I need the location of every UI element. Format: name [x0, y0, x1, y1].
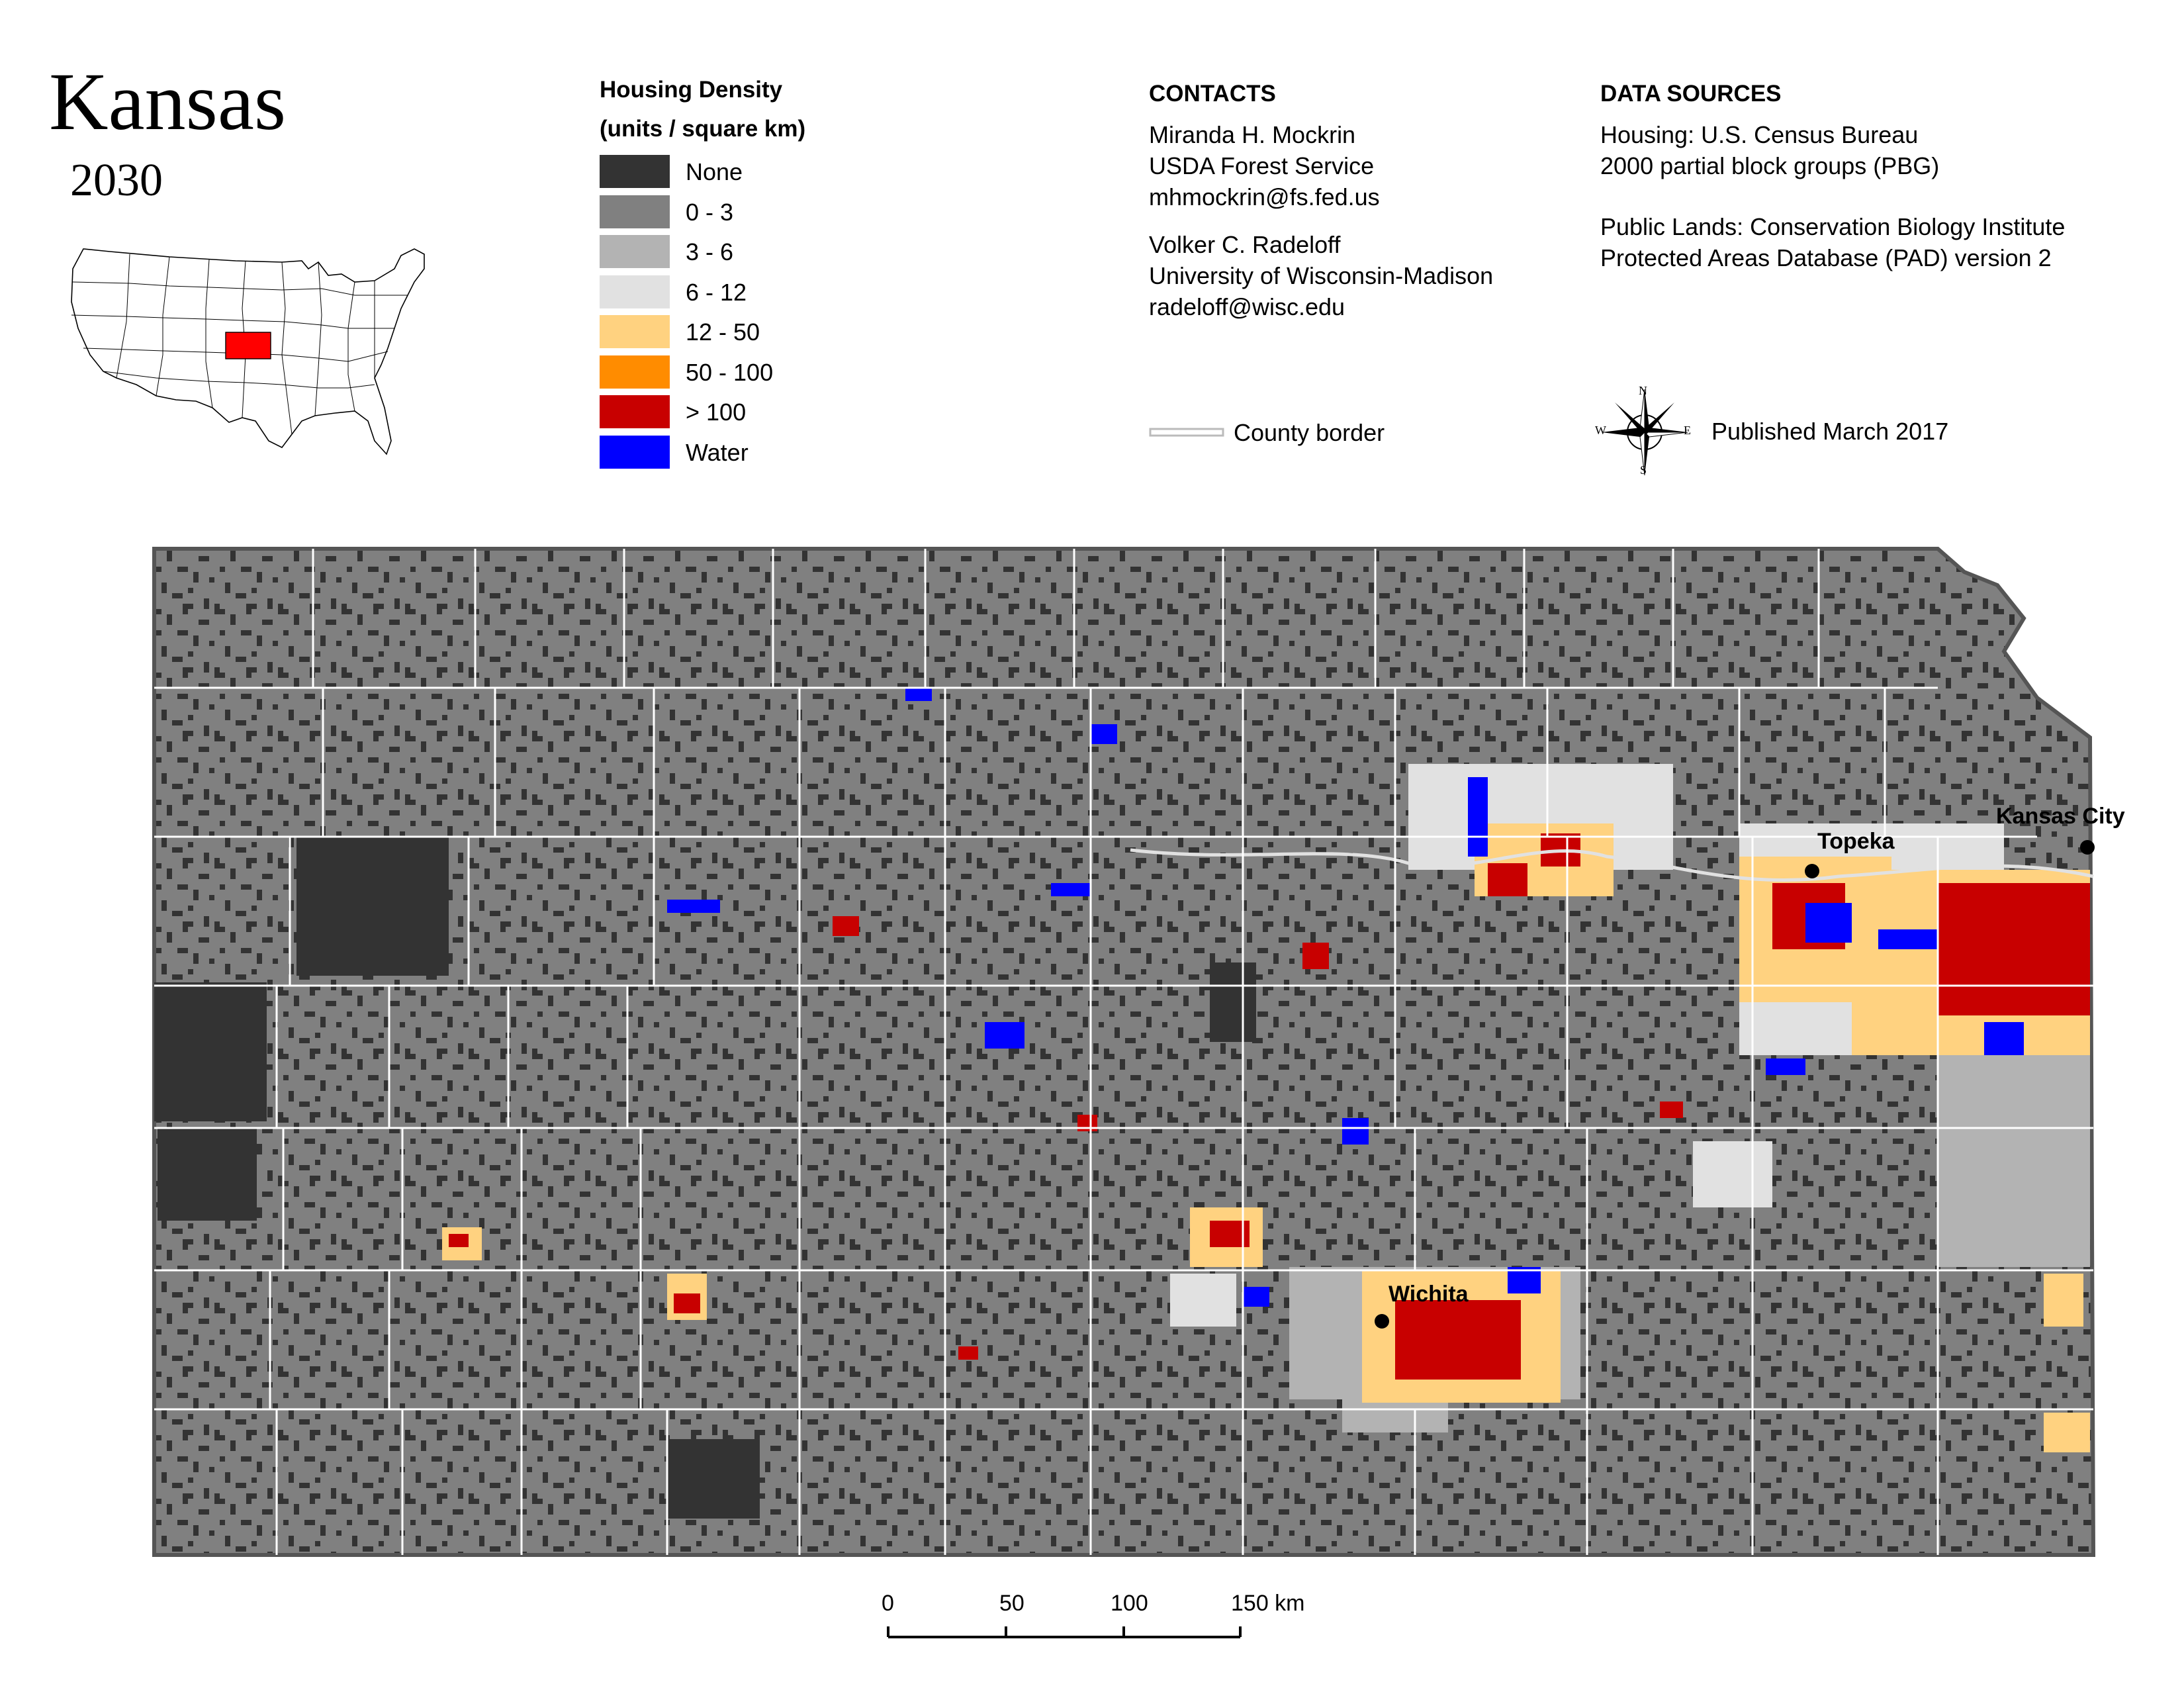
legend-swatch	[600, 275, 670, 308]
contacts-line: Volker C. Radeloff	[1149, 231, 1341, 258]
compass-e: E	[1684, 424, 1691, 437]
compass-n: N	[1639, 384, 1647, 397]
contacts-line: University of Wisconsin-Madison	[1149, 262, 1494, 289]
map-year: 2030	[70, 155, 163, 206]
scale-tick-100: 100	[1111, 1591, 1148, 1616]
compass-w: W	[1595, 424, 1606, 437]
map-title: Kansas	[49, 56, 287, 147]
legend-swatch	[600, 155, 670, 188]
urban-areas	[449, 833, 2090, 1380]
scale-tick-0: 0	[882, 1591, 894, 1616]
kansas-city-dot	[2080, 840, 2095, 855]
legend: Housing Density (units / square km) None…	[600, 78, 864, 499]
city-label-kansas-city: Kansas City	[1996, 804, 2125, 829]
county-borders	[154, 549, 2093, 1555]
legend-swatch	[600, 235, 670, 268]
legend-label: 50 - 100	[686, 358, 774, 386]
legend-subheading: (units / square km)	[600, 116, 806, 142]
city-label-wichita: Wichita	[1388, 1282, 1469, 1307]
kansas-river	[1130, 848, 2094, 882]
county-border-label: County border	[1234, 419, 1385, 446]
county-border-swatch	[1149, 428, 1224, 437]
published-date: Published March 2017	[1711, 418, 1949, 445]
contacts-line: Miranda H. Mockrin	[1149, 121, 1356, 148]
scale-tick-150: 150 km	[1231, 1591, 1305, 1616]
contacts-heading: CONTACTS	[1149, 81, 1276, 107]
sources-heading: DATA SOURCES	[1600, 81, 1782, 107]
compass-s: S	[1640, 463, 1647, 477]
contacts-line: mhmockrin@fs.fed.us	[1149, 183, 1380, 211]
legend-label: > 100	[686, 399, 747, 426]
topeka-dot	[1805, 864, 1819, 878]
city-label-topeka: Topeka	[1817, 829, 1895, 854]
legend-label: 0 - 3	[686, 198, 734, 226]
legend-label: 3 - 6	[686, 238, 734, 265]
kansas-highlight	[225, 332, 271, 359]
legend-label: None	[686, 158, 743, 185]
legend-items: None 0 - 3 3 - 6 6 - 12 12 - 50 50 - 100 > 100…	[600, 155, 864, 499]
legend-heading: Housing Density	[600, 77, 783, 103]
scale-tick-50: 50	[999, 1591, 1024, 1616]
legend-label: 12 - 50	[686, 318, 760, 346]
compass-rose-icon	[1602, 389, 1688, 476]
wichita-dot	[1375, 1314, 1389, 1329]
legend-label: Water	[686, 438, 749, 466]
sources-line: Protected Areas Database (PAD) version 2	[1600, 244, 2052, 271]
contacts-line: USDA Forest Service	[1149, 152, 1375, 179]
us-locator-map	[71, 248, 425, 455]
legend-label: 6 - 12	[686, 278, 747, 306]
legend-swatch	[600, 395, 670, 428]
sources-line: Housing: U.S. Census Bureau	[1600, 121, 1919, 148]
sources-line: Public Lands: Conservation Biology Insti…	[1600, 213, 2066, 240]
kansas-map	[152, 547, 2096, 1557]
sources-line: 2000 partial block groups (PBG)	[1600, 152, 1940, 179]
legend-swatch	[600, 195, 670, 228]
contacts-line: radeloff@wisc.edu	[1149, 293, 1345, 320]
legend-swatch	[600, 315, 670, 348]
legend-swatch	[600, 435, 670, 469]
water-bodies	[667, 688, 2024, 1307]
scale-bar: 0 50 100 150 km	[882, 1591, 1305, 1658]
scale-line	[887, 1626, 1242, 1638]
legend-swatch	[600, 355, 670, 389]
